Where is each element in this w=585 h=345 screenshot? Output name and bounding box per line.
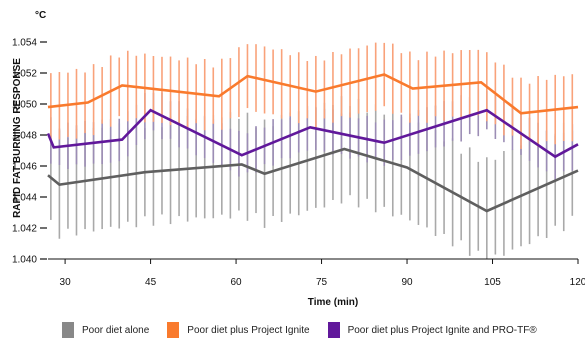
y-tick-label: 1.052 (12, 69, 37, 80)
legend-swatch (62, 322, 74, 338)
y-axis-title: RAPID FAT BURNING RESPONSE (12, 58, 23, 218)
x-tick-label: 90 (401, 277, 413, 288)
legend-item-project-ignite-pro-tf: Poor diet plus Project Ignite and PRO-TF… (327, 322, 537, 338)
legend-label: Poor diet plus Project Ignite and PRO-TF… (347, 324, 537, 336)
y-tick-label: 1.042 (12, 224, 37, 235)
legend-item-poor-diet-alone: Poor diet alone (62, 322, 149, 338)
y-tick-label: 1.048 (12, 131, 37, 142)
series-line (47, 73, 579, 115)
y-tick-label: 1.044 (12, 193, 37, 204)
legend: Poor diet alone Poor diet plus Project I… (62, 322, 555, 338)
x-tick-label: 60 (231, 277, 243, 288)
legend-swatch (167, 322, 180, 338)
legend-item-project-ignite: Poor diet plus Project Ignite (167, 322, 310, 338)
legend-label: Poor diet alone (82, 324, 150, 336)
y-ticks: 1.040 1.042 1.044 1.046 1.048 1.050 1.052 1.054 (12, 38, 47, 266)
x-tick-label: 30 (60, 277, 72, 288)
x-tick-label: 120 (570, 277, 585, 288)
series-lines (46, 73, 579, 213)
y-tick-label: 1.046 (12, 162, 37, 173)
x-tick-label: 105 (484, 277, 501, 288)
legend-label: Poor diet plus Project Ignite (187, 324, 310, 336)
x-tick-label: 75 (316, 277, 328, 288)
y-unit-label: °C (35, 10, 46, 21)
y-tick-label: 1.054 (12, 38, 37, 49)
series-line (46, 108, 579, 159)
y-tick-label: 1.040 (12, 255, 37, 266)
error-bars (50, 42, 574, 259)
x-tick-label: 45 (145, 277, 157, 288)
series-line (47, 147, 579, 213)
y-tick-label: 1.050 (12, 100, 37, 111)
x-ticks: 30 45 60 75 90 105 120 (60, 259, 585, 288)
x-axis-title: Time (min) (308, 297, 358, 308)
legend-swatch (327, 322, 340, 338)
